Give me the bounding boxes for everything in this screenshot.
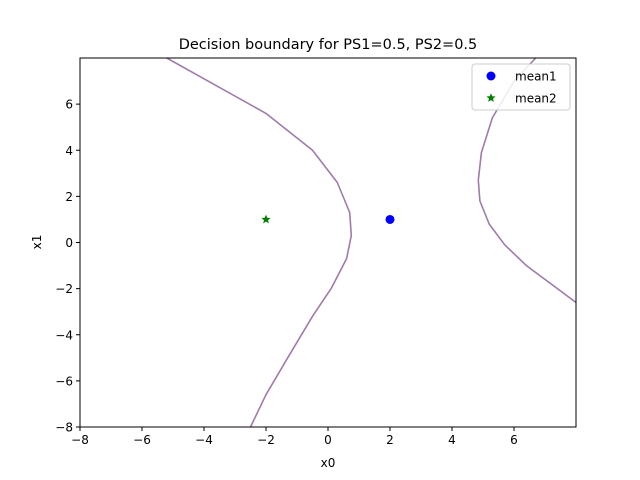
y-tick-label: 6 xyxy=(65,98,73,112)
legend-marker-mean1 xyxy=(486,71,496,81)
x-tick-label: −8 xyxy=(71,433,89,447)
x-tick-label: 0 xyxy=(324,433,332,447)
x-axis-label: x0 xyxy=(321,456,336,470)
legend-marker-mean2 xyxy=(486,93,496,102)
y-tick-label: 0 xyxy=(65,236,73,250)
x-axis: −8 −6 −4 −2 0 2 4 6 xyxy=(71,427,518,447)
x-tick-label: 6 xyxy=(510,433,518,447)
x-tick-label: −4 xyxy=(195,433,213,447)
legend-label-mean2: mean2 xyxy=(515,92,557,106)
y-tick-label: −2 xyxy=(55,282,73,296)
y-tick-label: −4 xyxy=(55,328,73,342)
y-tick-label: 2 xyxy=(65,190,73,204)
x-tick-label: −2 xyxy=(257,433,275,447)
y-axis-label: x1 xyxy=(30,235,44,250)
legend: mean1 mean2 xyxy=(471,63,571,111)
y-tick-label: −8 xyxy=(55,421,73,435)
y-tick-label: −6 xyxy=(55,374,73,388)
x-tick-label: 4 xyxy=(448,433,456,447)
chart-title: Decision boundary for PS1=0.5, PS2=0.5 xyxy=(179,37,478,53)
decision-boundary-curve-1 xyxy=(166,58,353,427)
x-tick-label: 2 xyxy=(386,433,394,447)
mean2-point xyxy=(261,214,271,224)
x-tick-label: −6 xyxy=(133,433,151,447)
mean1-point xyxy=(385,214,395,224)
legend-label-mean1: mean1 xyxy=(515,70,557,84)
y-axis: −8 −6 −4 −2 0 2 4 6 xyxy=(55,98,80,435)
y-tick-label: 4 xyxy=(65,144,73,158)
legend-box xyxy=(471,63,571,111)
